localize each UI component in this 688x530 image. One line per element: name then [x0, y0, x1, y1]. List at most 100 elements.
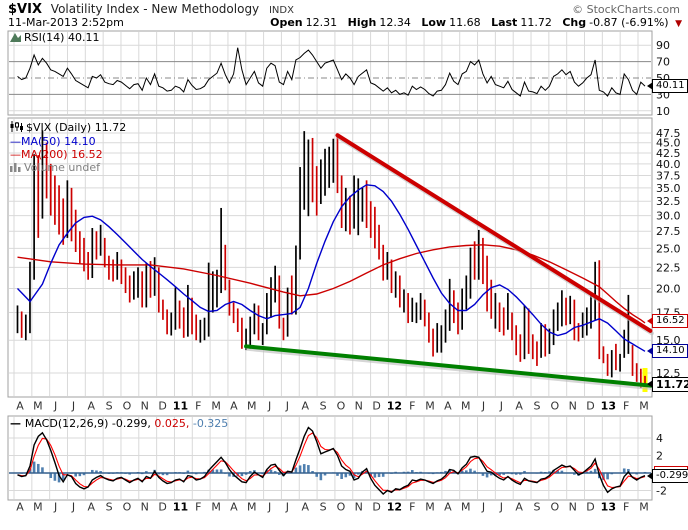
axis-label: -2	[656, 485, 667, 498]
symbol-title: Volatility Index - New Methodology	[50, 2, 260, 16]
month-label: J	[285, 501, 289, 514]
month-label: N	[569, 400, 577, 413]
ohlc-quote: Open 12.31 High 12.34 Low 11.68 Last 11.72 C…	[263, 16, 682, 29]
symbol: $VIX	[8, 2, 42, 17]
rsi-value-callout: 40.11	[647, 79, 688, 93]
last-label: Last	[491, 16, 518, 29]
month-label: 11	[173, 501, 188, 514]
ma200-value-callout: 16.52	[647, 314, 688, 328]
open-label: Open	[270, 16, 303, 29]
month-label: A	[301, 400, 309, 413]
price-legend: $VIX (Daily) 11.72	[10, 121, 126, 134]
ma200-legend: —MA(200) 16.52	[10, 148, 103, 161]
month-label: 13	[601, 400, 616, 413]
month-label: J	[71, 501, 75, 514]
last-price-callout: 11.72	[647, 377, 688, 392]
rsi-line	[17, 47, 646, 97]
header: $VIX Volatility Index - New Methodology …	[8, 2, 680, 17]
axis-label: 20.0	[656, 282, 681, 295]
month-label: A	[301, 501, 309, 514]
month-label: A	[515, 501, 523, 514]
month-label: A	[230, 501, 238, 514]
rsi-panel	[7, 30, 653, 116]
axis-label: 15.0	[656, 334, 681, 347]
month-label: 12	[387, 501, 402, 514]
axis-label: 30.0	[656, 210, 681, 223]
month-label: S	[320, 400, 327, 413]
axis-label: 2	[656, 450, 663, 463]
month-label: O	[337, 501, 346, 514]
month-label: F	[623, 400, 629, 413]
macd-panel	[7, 415, 653, 501]
month-label: J	[267, 501, 271, 514]
macd-value-callout: -0.299	[647, 469, 688, 483]
month-label: S	[320, 501, 327, 514]
ma50-legend-label: MA(50) 14.10	[21, 135, 96, 148]
ma50-line-swatch: —	[10, 135, 21, 148]
month-label: S	[106, 501, 113, 514]
volume-bars-icon	[10, 163, 21, 172]
month-label: S	[534, 400, 541, 413]
month-label: F	[623, 501, 629, 514]
month-label: N	[141, 400, 149, 413]
month-label: D	[586, 501, 594, 514]
month-label: A	[88, 400, 96, 413]
month-label: N	[569, 501, 577, 514]
price-legend-label: $VIX (Daily) 11.72	[26, 121, 127, 134]
axis-label: 12.5	[656, 367, 681, 380]
month-label: J	[267, 400, 271, 413]
month-label: A	[16, 400, 24, 413]
month-label: D	[372, 501, 380, 514]
month-label: 11	[173, 400, 188, 413]
macd-legend-main: MACD(12,26,9) -0.299,	[24, 417, 151, 430]
chg-value: -0.87 (-6.91%)	[589, 16, 669, 29]
month-label: A	[444, 400, 452, 413]
timestamp: 11-Mar-2013 2:52pm	[8, 16, 124, 29]
month-label: S	[106, 400, 113, 413]
exchange-label: INDX	[268, 5, 294, 16]
month-label: M	[639, 400, 649, 413]
month-label: 12	[387, 400, 402, 413]
month-label: N	[141, 501, 149, 514]
axis-label: 37.5	[656, 169, 681, 182]
month-label: J	[53, 501, 57, 514]
month-label: M	[33, 400, 43, 413]
month-label: D	[586, 400, 594, 413]
month-label: M	[461, 400, 471, 413]
month-label: F	[409, 400, 415, 413]
month-label: M	[247, 501, 257, 514]
month-label: A	[515, 400, 523, 413]
low-label: Low	[421, 16, 447, 29]
month-label: O	[123, 501, 132, 514]
month-label: J	[53, 400, 57, 413]
month-label: D	[158, 400, 166, 413]
month-label: O	[337, 400, 346, 413]
candlestick-icon	[10, 121, 23, 132]
volume-legend: Volume undef	[10, 161, 100, 174]
axis-label: 40.0	[656, 158, 681, 171]
down-triangle-icon: ▼	[675, 19, 682, 29]
axis-label: 90	[656, 39, 670, 52]
month-label: A	[88, 501, 96, 514]
axis-label: 25.0	[656, 242, 681, 255]
macd-legend-signal: 0.025,	[154, 417, 190, 430]
high-label: High	[347, 16, 377, 29]
macd-line-swatch: —	[10, 417, 25, 430]
month-label: D	[158, 501, 166, 514]
axis-label: 4	[656, 432, 663, 445]
month-label: M	[33, 501, 43, 514]
month-label: F	[195, 400, 201, 413]
axis-label: 27.5	[656, 225, 681, 238]
month-label: N	[355, 501, 363, 514]
stockcharts-credit: © StockCharts.com	[572, 3, 680, 16]
axis-label: 35.0	[656, 182, 681, 195]
month-label: M	[247, 400, 257, 413]
month-label: F	[409, 501, 415, 514]
axis-label: 32.5	[656, 195, 681, 208]
axis-label: 42.5	[656, 147, 681, 160]
month-label: O	[551, 501, 560, 514]
month-label: J	[499, 501, 503, 514]
volume-legend-label: Volume undef	[24, 161, 100, 174]
month-label: M	[425, 501, 435, 514]
